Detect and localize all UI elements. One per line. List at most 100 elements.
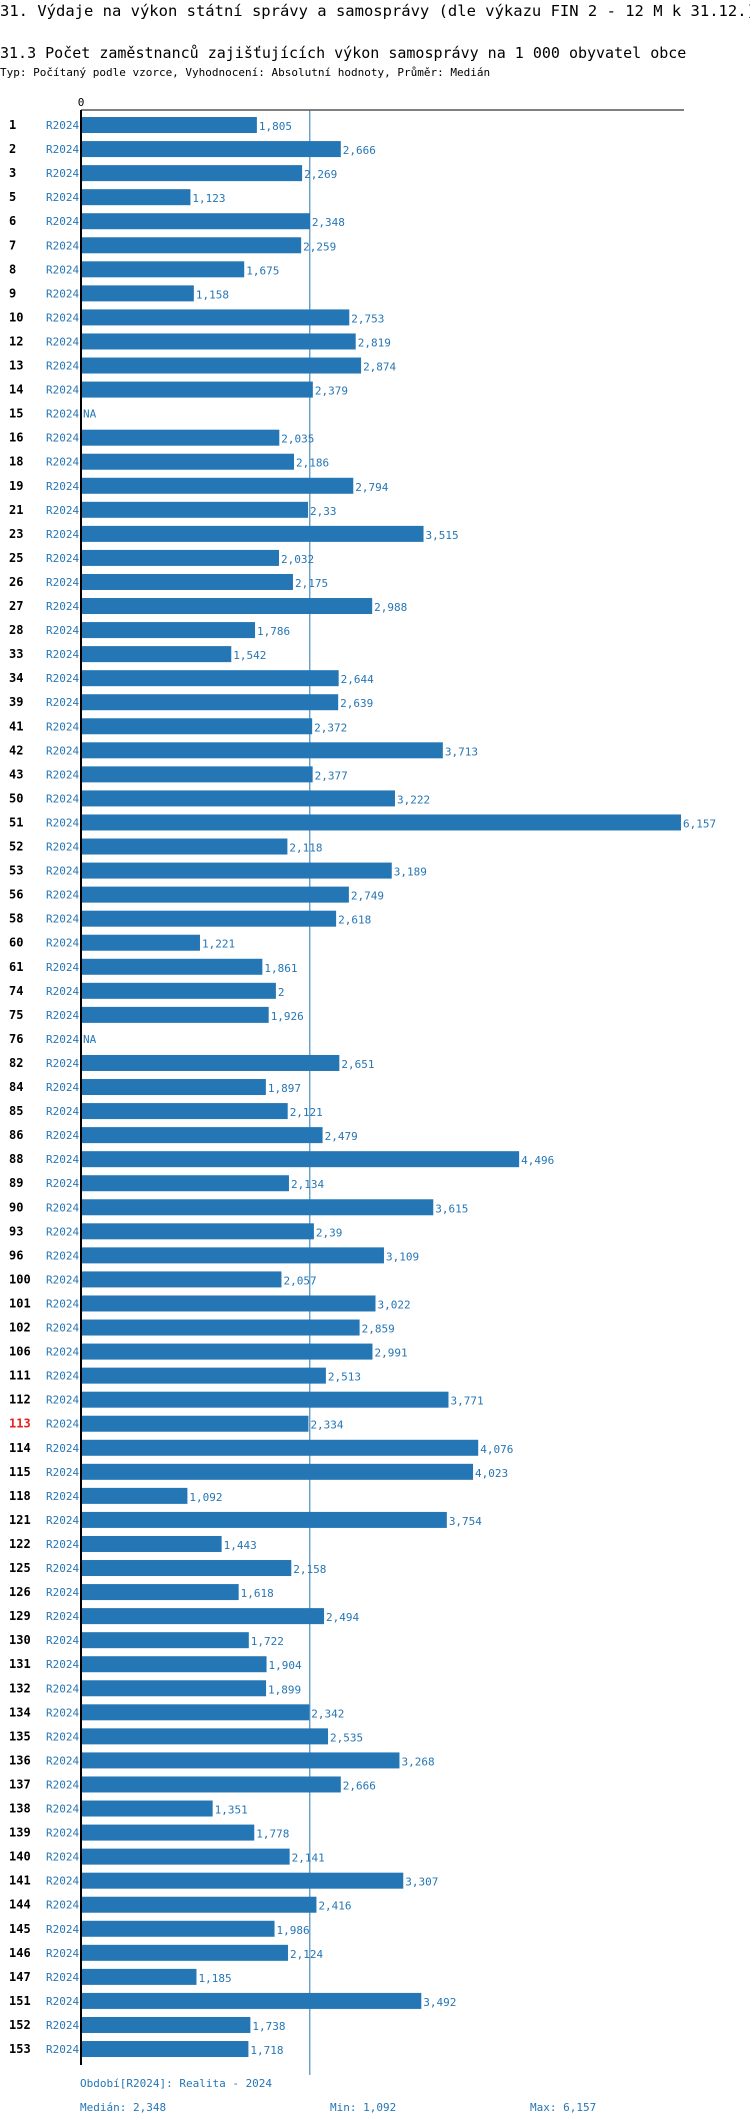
category-label: 102	[9, 1321, 31, 1335]
value-label: 3,222	[397, 793, 430, 806]
series-label: R2024	[46, 1322, 79, 1335]
value-label: 2,057	[283, 1274, 316, 1287]
series-label: R2024	[46, 1105, 79, 1118]
bar	[81, 1319, 360, 1336]
value-label: 1,092	[189, 1491, 222, 1504]
footer-min: Min: 1,092	[330, 2101, 397, 2114]
category-label: 61	[9, 960, 23, 974]
series-label: R2024	[46, 720, 79, 733]
series-label: R2024	[46, 1586, 79, 1599]
series-label: R2024	[46, 528, 79, 541]
category-label: 89	[9, 1176, 23, 1190]
value-label: 2,874	[363, 361, 396, 374]
value-label: 3,109	[386, 1250, 419, 1263]
series-label: R2024	[46, 1706, 79, 1719]
value-label: 2,121	[290, 1106, 323, 1119]
series-label: R2024	[46, 191, 79, 204]
series-label: R2024	[46, 287, 79, 300]
value-label: 2,259	[303, 240, 336, 253]
category-label: 34	[9, 671, 23, 685]
value-label: 2,032	[281, 553, 314, 566]
series-label: R2024	[46, 1923, 79, 1936]
series-label: R2024	[46, 384, 79, 397]
series-label: R2024	[46, 2019, 79, 2032]
category-label: 115	[9, 1465, 31, 1479]
bar	[81, 982, 276, 999]
bar	[81, 1127, 323, 1144]
category-label: 147	[9, 1970, 31, 1984]
category-label: 33	[9, 647, 23, 661]
value-label: 3,615	[435, 1202, 468, 1215]
category-label: 14	[9, 383, 23, 397]
value-label: 3,713	[445, 745, 478, 758]
series-label: R2024	[46, 1153, 79, 1166]
footer-max: Max: 6,157	[530, 2101, 597, 2114]
chart-title: 31.3 Počet zaměstnanců zajišťujících výk…	[0, 44, 687, 62]
value-label: 2,479	[325, 1130, 358, 1143]
category-label: 100	[9, 1272, 31, 1286]
series-label: R2024	[46, 552, 79, 565]
bar	[81, 1054, 340, 1071]
series-label: R2024	[46, 1490, 79, 1503]
series-label: R2024	[46, 744, 79, 757]
category-label: 6	[9, 214, 16, 228]
category-label: 41	[9, 719, 23, 733]
bar	[81, 1006, 269, 1023]
category-label: 10	[9, 310, 23, 324]
value-label: 6,157	[683, 817, 716, 830]
category-label: 26	[9, 575, 23, 589]
value-label: 3,754	[449, 1515, 482, 1528]
value-label: 1,778	[256, 1828, 289, 1841]
bar	[81, 1680, 267, 1697]
category-label: 106	[9, 1345, 31, 1359]
series-label: R2024	[46, 1947, 79, 1960]
value-label: 2,666	[343, 1779, 376, 1792]
category-label: 12	[9, 334, 23, 348]
bar	[81, 309, 350, 326]
bar	[81, 1872, 404, 1889]
series-label: R2024	[46, 1754, 79, 1767]
series-label: R2024	[46, 672, 79, 685]
bar	[81, 285, 194, 302]
series-label: R2024	[46, 1730, 79, 1743]
category-label: 51	[9, 815, 23, 829]
category-label: 145	[9, 1922, 31, 1936]
value-label: 2,33	[310, 505, 337, 518]
series-label: R2024	[46, 768, 79, 781]
value-label: 2,749	[351, 890, 384, 903]
series-label: R2024	[46, 1009, 79, 1022]
series-label: R2024	[46, 1346, 79, 1359]
series-label: R2024	[46, 480, 79, 493]
bar	[81, 1944, 288, 1961]
value-label: 1,443	[224, 1539, 257, 1552]
series-label: R2024	[46, 1442, 79, 1455]
bar	[81, 1968, 197, 1985]
value-label: 2,134	[291, 1178, 324, 1191]
series-label: R2024	[46, 167, 79, 180]
bar	[81, 357, 362, 374]
series-label: R2024	[46, 1394, 79, 1407]
footer-median: Medián: 2,348	[80, 2101, 167, 2114]
series-label: R2024	[46, 889, 79, 902]
series-label: R2024	[46, 1827, 79, 1840]
value-label: 1,542	[233, 649, 266, 662]
category-label: 76	[9, 1032, 23, 1046]
series-label: R2024	[46, 985, 79, 998]
bar	[81, 141, 341, 158]
bar	[81, 1415, 309, 1432]
series-label: R2024	[46, 624, 79, 637]
category-label: 140	[9, 1850, 31, 1864]
series-label: R2024	[46, 1081, 79, 1094]
bar	[81, 189, 191, 206]
bar	[81, 1199, 434, 1216]
bar	[81, 1704, 310, 1721]
value-label: 2,39	[316, 1226, 343, 1239]
axis-zero-label: 0	[78, 96, 85, 109]
value-label: 1,722	[251, 1635, 284, 1648]
value-label: 2,666	[343, 144, 376, 157]
value-label: 2,334	[310, 1419, 343, 1432]
category-label: 56	[9, 888, 23, 902]
series-label: R2024	[46, 1851, 79, 1864]
value-label: 1,738	[252, 2020, 285, 2033]
